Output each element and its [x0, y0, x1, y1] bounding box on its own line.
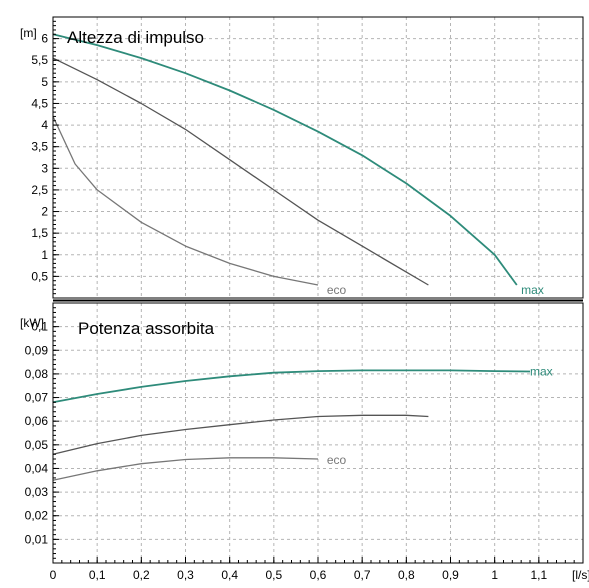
power-y-tick-label: 0,1: [31, 320, 48, 334]
power-y-tick-label: 0,08: [25, 367, 49, 381]
power-y-tick-label: 0,02: [25, 509, 49, 523]
power-y-unit-label: [kW]: [20, 316, 44, 330]
power-curve-mid: [52, 414, 429, 455]
head-y-tick-label: 1: [41, 248, 48, 262]
head-plot-frame: [52, 16, 584, 299]
head-y-tick-label: 5: [41, 75, 48, 89]
head-y-tick-label: 2: [41, 205, 48, 219]
series-layer: [52, 33, 531, 481]
x-tick-label: 0,2: [133, 568, 150, 582]
x-tick-label: 0,9: [442, 568, 459, 582]
head-y-tick-label: 3,5: [31, 140, 48, 154]
power-curve-max: [52, 369, 531, 404]
x-tick-label: 0,7: [354, 568, 371, 582]
x-tick-label: 0,3: [177, 568, 194, 582]
head-y-unit-label: [m]: [20, 26, 37, 40]
x-tick-label: 0,5: [265, 568, 282, 582]
frame-layer: [52, 16, 584, 564]
text-layer: Altezza di impulso Potenza assorbita [m]…: [20, 26, 589, 582]
x-tick-label: 1: [491, 568, 498, 582]
head-curve-max: [52, 33, 518, 286]
head-y-tick-label: 0,5: [31, 269, 48, 283]
x-tick-label: 0,4: [221, 568, 238, 582]
power-y-tick-label: 0,07: [25, 391, 49, 405]
x-tick-label: 0: [50, 568, 57, 582]
grid-layer: [53, 17, 583, 563]
power-y-tick-label: 0,01: [25, 532, 49, 546]
head-y-tick-label: 5,5: [31, 53, 48, 67]
head-y-tick-label: 3: [41, 161, 48, 175]
x-tick-label: 0,1: [89, 568, 106, 582]
head-y-tick-label: 6: [41, 32, 48, 46]
head-curve-mid: [52, 57, 429, 286]
head-curve-label-eco: eco: [327, 283, 347, 297]
head-curve-label-max: max: [521, 283, 544, 297]
head-y-tick-label: 4,5: [31, 96, 48, 110]
power-y-tick-label: 0,03: [25, 485, 49, 499]
x-unit-label: [l/s]: [572, 568, 589, 582]
x-tick-label: 0,8: [398, 568, 415, 582]
power-y-tick-label: 0,06: [25, 414, 49, 428]
head-curve-eco: [52, 116, 319, 286]
power-curve-label-eco: eco: [327, 453, 347, 467]
power-curve-eco: [52, 457, 319, 481]
head-y-tick-label: 1,5: [31, 226, 48, 240]
head-y-tick-label: 2,5: [31, 183, 48, 197]
power-y-tick-label: 0,09: [25, 343, 49, 357]
x-tick-label: 0,6: [310, 568, 327, 582]
head-y-tick-label: 4: [41, 118, 48, 132]
power-y-tick-label: 0,05: [25, 438, 49, 452]
x-tick-label: 1,1: [530, 568, 547, 582]
head-chart-title: Altezza di impulso: [67, 28, 204, 47]
power-y-tick-label: 0,04: [25, 461, 49, 475]
power-chart-title: Potenza assorbita: [78, 319, 215, 338]
power-curve-label-max: max: [530, 365, 553, 379]
